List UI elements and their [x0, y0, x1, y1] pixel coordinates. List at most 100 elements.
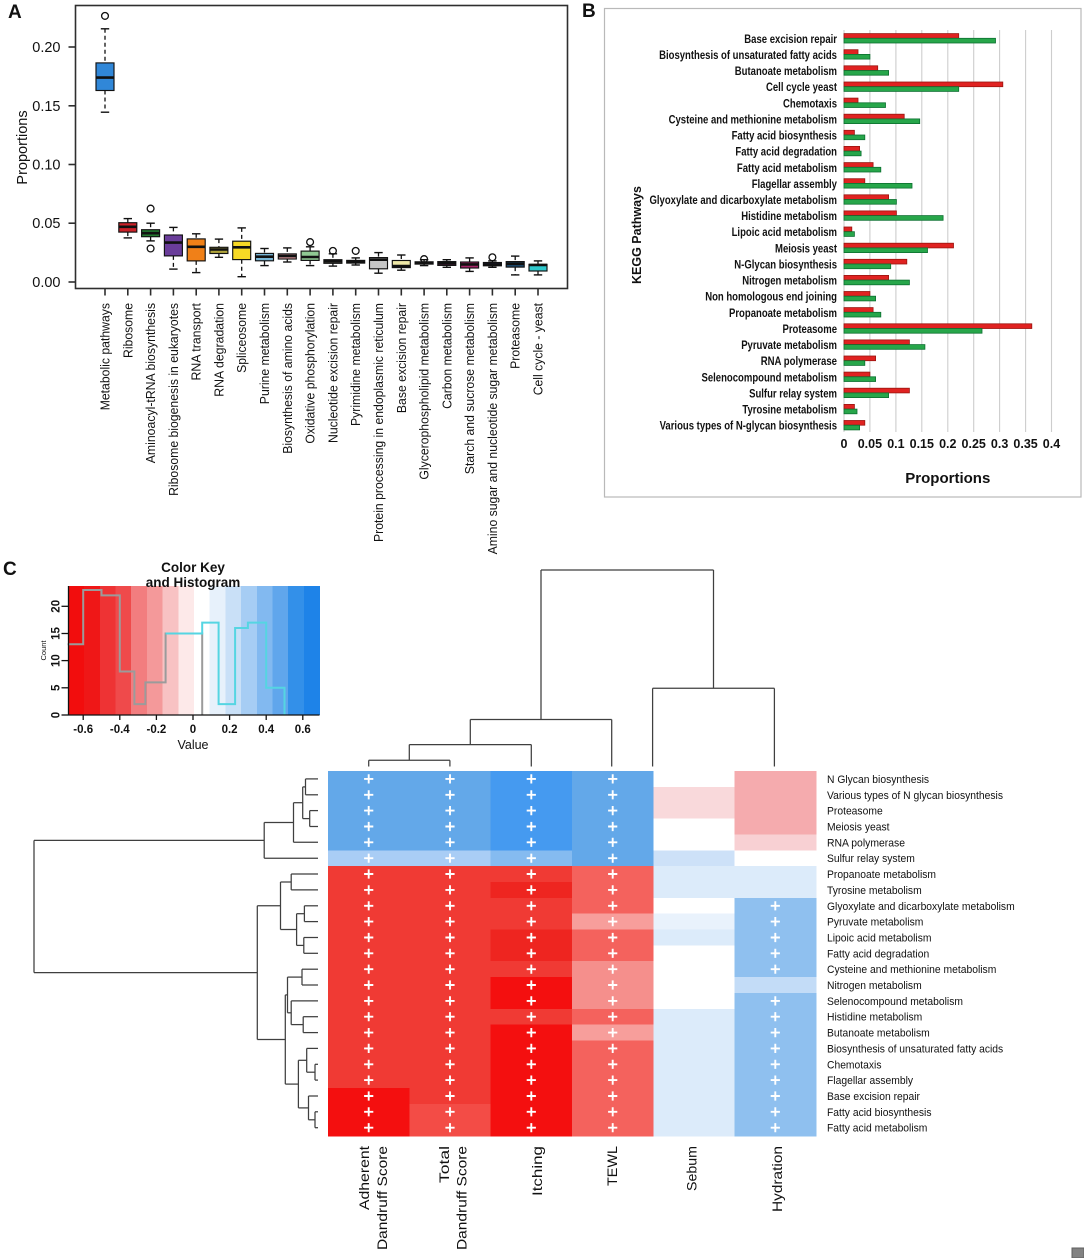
svg-text:RNA polymerase: RNA polymerase [761, 354, 837, 368]
svg-text:Proteasome: Proteasome [827, 806, 883, 818]
svg-text:RNA transport: RNA transport [189, 303, 204, 381]
svg-text:Flagellar assembly: Flagellar assembly [752, 177, 837, 191]
svg-text:Biosynthesis of unsaturated fa: Biosynthesis of unsaturated fatty acids [659, 48, 837, 62]
svg-text:Base excision repair: Base excision repair [744, 32, 837, 46]
svg-text:Dandruff Score: Dandruff Score [454, 1146, 470, 1250]
svg-text:Propanoate metabolism: Propanoate metabolism [729, 306, 837, 320]
svg-text:Tyrosine metabolism: Tyrosine metabolism [827, 885, 922, 897]
svg-text:Ribosome: Ribosome [120, 303, 135, 358]
svg-text:Fatty acid degradation: Fatty acid degradation [735, 145, 837, 159]
svg-text:-0.6: -0.6 [73, 724, 93, 736]
svg-text:-0.4: -0.4 [110, 724, 130, 736]
svg-text:Fatty acid biosynthesis: Fatty acid biosynthesis [732, 129, 838, 143]
svg-text:Fatty acid metabolism: Fatty acid metabolism [737, 161, 837, 175]
svg-text:N Glycan biosynthesis: N Glycan biosynthesis [827, 774, 929, 786]
svg-text:-0.2: -0.2 [146, 724, 166, 736]
svg-text:Fatty acid degradation: Fatty acid degradation [827, 948, 929, 960]
svg-text:C: C [3, 559, 17, 580]
svg-text:Nitrogen metabolism: Nitrogen metabolism [742, 274, 837, 288]
svg-text:Lipoic acid metabolism: Lipoic acid metabolism [732, 225, 837, 239]
svg-text:Purine metabolism: Purine metabolism [257, 303, 272, 404]
svg-text:0.1: 0.1 [887, 437, 904, 451]
svg-text:0.35: 0.35 [1013, 437, 1037, 451]
svg-text:Biosynthesis of amino acids: Biosynthesis of amino acids [280, 303, 295, 454]
svg-text:Protein processing in endoplas: Protein processing in endoplasmic reticu… [371, 303, 386, 542]
svg-text:0.2: 0.2 [222, 724, 238, 736]
svg-text:Sulfur relay system: Sulfur relay system [827, 853, 915, 865]
svg-text:0.20: 0.20 [32, 40, 60, 56]
svg-text:0.00: 0.00 [32, 275, 60, 291]
svg-text:0.3: 0.3 [991, 437, 1008, 451]
svg-text:0.05: 0.05 [32, 216, 60, 232]
svg-text:Count: Count [39, 640, 48, 661]
svg-text:Base excision repair: Base excision repair [827, 1091, 920, 1103]
svg-text:Carbon metabolism: Carbon metabolism [439, 303, 454, 409]
svg-text:0.4: 0.4 [258, 724, 275, 736]
svg-text:0.25: 0.25 [962, 437, 986, 451]
svg-text:Proportions: Proportions [15, 110, 31, 184]
svg-text:Flagellar assembly: Flagellar assembly [827, 1075, 913, 1087]
svg-text:Metabolic pathways: Metabolic pathways [98, 303, 113, 411]
svg-text:0: 0 [841, 437, 848, 451]
svg-text:Meiosis yeast: Meiosis yeast [827, 822, 890, 834]
svg-text:Nitrogen metabolism: Nitrogen metabolism [827, 980, 922, 992]
svg-text:Propanoate metabolism: Propanoate metabolism [827, 869, 936, 881]
svg-text:RNA polymerase: RNA polymerase [827, 837, 905, 849]
svg-text:Sulfur relay system: Sulfur relay system [749, 386, 837, 400]
svg-text:0.4: 0.4 [1043, 437, 1060, 451]
svg-text:0.15: 0.15 [910, 437, 934, 451]
svg-text:Selenocompound metabolism: Selenocompound metabolism [702, 370, 838, 384]
svg-text:Various types of N glycan bios: Various types of N glycan biosynthesis [827, 790, 1003, 802]
svg-text:Base excision repair: Base excision repair [394, 302, 409, 413]
svg-text:Selenocompound metabolism: Selenocompound metabolism [827, 996, 963, 1008]
svg-text:Various types of N-glycan bios: Various types of N-glycan biosynthesis [660, 419, 838, 433]
svg-text:B: B [582, 1, 596, 22]
svg-text:Proportions: Proportions [905, 470, 990, 487]
svg-text:Chemotaxis: Chemotaxis [827, 1059, 882, 1071]
svg-text:Amino sugar and nucleotide sug: Amino sugar and nucleotide sugar metabol… [485, 303, 500, 554]
svg-text:Lipoic acid metabolism: Lipoic acid metabolism [827, 933, 932, 945]
svg-text:Oxidative phosphorylation: Oxidative phosphorylation [303, 303, 318, 444]
svg-text:0.2: 0.2 [939, 437, 956, 451]
svg-text:20: 20 [51, 600, 63, 613]
svg-text:0.05: 0.05 [858, 437, 882, 451]
svg-text:Meiosis yeast: Meiosis yeast [775, 241, 837, 255]
svg-text:Proteasome: Proteasome [508, 303, 523, 369]
svg-text:Hydration: Hydration [769, 1146, 785, 1212]
svg-text:Itching: Itching [529, 1146, 545, 1196]
svg-text:A: A [8, 2, 22, 23]
svg-text:15: 15 [51, 627, 63, 640]
svg-text:Fatty acid metabolism: Fatty acid metabolism [827, 1123, 927, 1135]
svg-text:Cysteine and methionine metabo: Cysteine and methionine metabolism [669, 112, 837, 126]
svg-text:Ribosome biogenesis in eukaryo: Ribosome biogenesis in eukaryotes [166, 303, 181, 496]
svg-text:Butanoate metabolism: Butanoate metabolism [827, 1028, 930, 1040]
svg-text:Pyruvate metabolism: Pyruvate metabolism [827, 917, 923, 929]
svg-text:Cell cycle - yeast: Cell cycle - yeast [531, 303, 546, 396]
svg-text:Glycerophospholipid metabolism: Glycerophospholipid metabolism [417, 303, 432, 480]
svg-text:Sebum: Sebum [683, 1146, 699, 1191]
svg-text:Tyrosine metabolism: Tyrosine metabolism [742, 403, 837, 417]
svg-text:TEWL: TEWL [604, 1146, 620, 1186]
svg-text:Fatty acid biosynthesis: Fatty acid biosynthesis [827, 1107, 932, 1119]
svg-text:Proteasome: Proteasome [783, 322, 838, 336]
svg-text:Biosynthesis of unsaturated fa: Biosynthesis of unsaturated fatty acids [827, 1043, 1004, 1055]
svg-text:and Histogram: and Histogram [146, 575, 241, 590]
svg-text:5: 5 [51, 684, 63, 691]
svg-text:Histidine metabolism: Histidine metabolism [827, 1012, 922, 1024]
svg-text:0.10: 0.10 [32, 158, 60, 174]
svg-text:Cysteine and methionine metabo: Cysteine and methionine metabolism [827, 964, 996, 976]
svg-text:Adherent: Adherent [356, 1146, 372, 1210]
svg-text:Nucleotide excision repair: Nucleotide excision repair [325, 302, 340, 443]
svg-text:0.15: 0.15 [32, 99, 60, 115]
svg-text:Butanoate metabolism: Butanoate metabolism [735, 64, 837, 78]
svg-text:KEGG Pathways: KEGG Pathways [630, 186, 644, 284]
svg-text:Aminoacyl-tRNA biosynthesis: Aminoacyl-tRNA biosynthesis [143, 303, 158, 464]
svg-text:Histidine metabolism: Histidine metabolism [741, 209, 837, 223]
svg-text:Non homologous end joining: Non homologous end joining [705, 290, 837, 304]
svg-text:Pyrimidine metabolism: Pyrimidine metabolism [348, 303, 363, 426]
svg-text:0: 0 [51, 712, 63, 718]
svg-text:Total: Total [436, 1146, 452, 1183]
svg-text:Spliceosome: Spliceosome [234, 303, 249, 373]
svg-text:10: 10 [51, 654, 63, 667]
svg-text:RNA degradation: RNA degradation [211, 303, 226, 397]
